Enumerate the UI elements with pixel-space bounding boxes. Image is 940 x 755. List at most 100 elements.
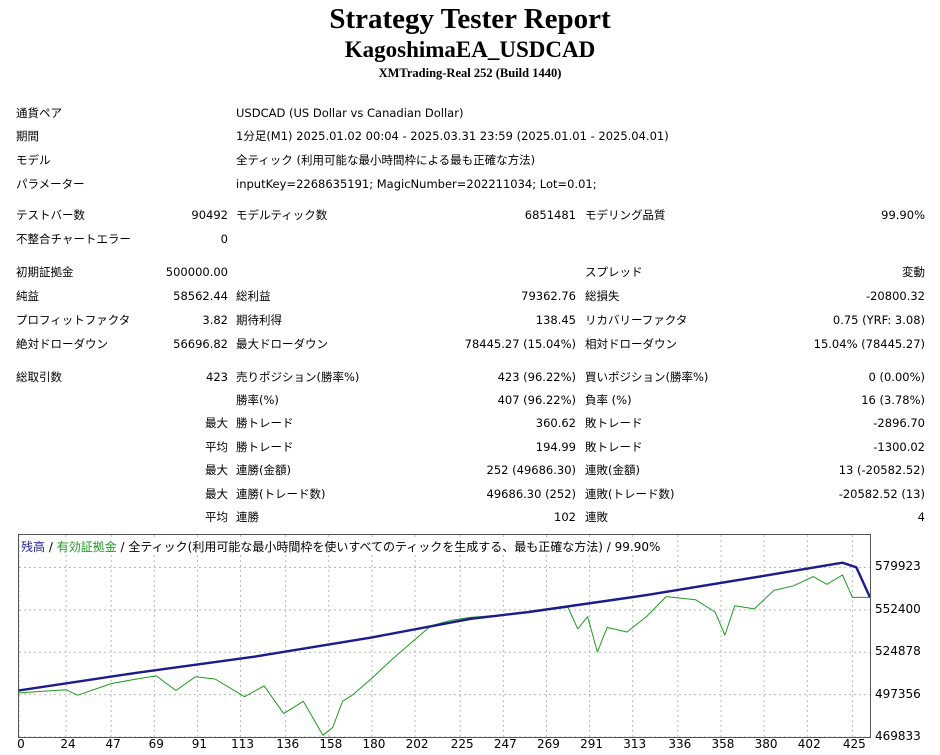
pair-value: USDCAD (US Dollar vs Canadian Dollar) — [236, 106, 464, 120]
x-tick-label: 336 — [668, 737, 692, 751]
chart-legend: 残高 / 有効証拠金 / 全ティック(利用可能な最小時間枠を使いすべてのティック… — [21, 540, 663, 554]
recovery-value: 0.75 (YRF: 3.08) — [832, 313, 925, 327]
trades-value: 423 — [206, 370, 228, 384]
expected-label: 期待利得 — [236, 313, 282, 327]
avgconswins-label: 連勝 — [236, 510, 259, 524]
long-label: 買いポジション(勝率%) — [585, 370, 709, 384]
bestwin-label: 勝トレード — [236, 416, 294, 430]
x-tick-label: 202 — [405, 737, 429, 751]
legend-sep: / — [45, 540, 57, 554]
avgwin-value: 194.99 — [535, 440, 576, 454]
avgwin-label: 勝トレード — [236, 440, 294, 454]
max-label-2: 最大 — [205, 463, 228, 477]
x-tick-label: 47 — [105, 737, 121, 751]
avg-label-2: 平均 — [205, 510, 228, 524]
long-value: 0 (0.00%) — [868, 370, 925, 384]
x-tick-label: 358 — [711, 737, 735, 751]
legend-balance: 残高 — [21, 540, 46, 554]
worstloss-label: 敗トレード — [585, 416, 643, 430]
balance-line — [19, 561, 870, 692]
y-tick-label: 497356 — [875, 686, 921, 701]
x-tick-label: 136 — [276, 737, 300, 751]
maxdd-label: 最大ドローダウン — [236, 337, 328, 351]
bars-value: 90492 — [191, 208, 228, 222]
model-value: 全ティック (利用可能な最小時間枠による最も正確な方法) — [236, 153, 536, 167]
maxconswins-value: 252 (49686.30) — [486, 463, 576, 477]
ea-name: KagoshimaEA_USDCAD — [344, 37, 596, 62]
grossloss-value: -20800.32 — [865, 289, 925, 303]
maxdd-value: 78445.27 (15.04%) — [464, 337, 576, 351]
y-tick-label: 552400 — [875, 601, 921, 616]
reldd-label: 相対ドローダウン — [585, 337, 677, 351]
server-build: XMTrading-Real 252 (Build 1440) — [378, 66, 562, 80]
grossprofit-label: 総利益 — [236, 289, 271, 303]
chart-series — [19, 561, 870, 736]
avgloss-label: 敗トレード — [585, 440, 643, 454]
grossloss-label: 総損失 — [585, 289, 620, 303]
netprofit-value: 58562.44 — [173, 289, 228, 303]
netprofit-label: 純益 — [16, 289, 39, 303]
maxconsloss-label: 連敗(金額) — [585, 463, 640, 477]
maxconswins-label: 連勝(金額) — [236, 463, 291, 477]
y-tick-label: 469833 — [875, 729, 921, 743]
ticks-label: モデルティック数 — [236, 208, 328, 222]
absdd-value: 56696.82 — [173, 337, 228, 351]
bars-label: テストバー数 — [16, 208, 85, 222]
expected-value: 138.45 — [535, 313, 576, 327]
avgloss-value: -1300.02 — [873, 440, 925, 454]
lossrate-label: 負率 (%) — [585, 393, 632, 407]
x-tick-label: 158 — [319, 737, 343, 751]
avgconsloss-value: 4 — [917, 510, 925, 524]
avgconsloss-label: 連敗 — [585, 510, 608, 524]
pair-label: 通貨ペア — [16, 106, 62, 120]
x-tick-label: 380 — [754, 737, 778, 751]
params-value: inputKey=2268635191; MagicNumber=2022110… — [236, 177, 597, 191]
period-label: 期間 — [16, 129, 39, 143]
maxconsprofit-label: 連勝(トレード数) — [236, 487, 326, 501]
x-tick-label: 402 — [797, 737, 821, 751]
legend-rest: / 全ティック(利用可能な最小時間枠を使いすべてのティックを生成する、最も正確な… — [116, 540, 661, 554]
x-tick-label: 291 — [580, 737, 604, 751]
short-value: 423 (96.22%) — [497, 370, 576, 384]
pf-value: 3.82 — [202, 313, 228, 327]
x-tick-label: 425 — [842, 737, 866, 751]
grossprofit-value: 79362.76 — [521, 289, 576, 303]
y-tick-label: 579923 — [875, 559, 921, 574]
worstloss-value: -2896.70 — [873, 416, 925, 430]
bestwin-value: 360.62 — [535, 416, 576, 430]
winrate-value: 407 (96.22%) — [497, 393, 576, 407]
x-tick-label: 113 — [231, 737, 255, 751]
balance-equity-chart: 残高 / 有効証拠金 / 全ティック(利用可能な最小時間枠を使いすべてのティック… — [18, 534, 871, 738]
x-tick-label: 69 — [148, 737, 164, 751]
chart-plot — [19, 535, 870, 737]
period-value: 1分足(M1) 2025.01.02 00:04 - 2025.03.31 23… — [236, 129, 669, 143]
max-label: 最大 — [205, 416, 228, 430]
quality-value: 99.90% — [881, 208, 925, 222]
lossrate-value: 16 (3.78%) — [861, 393, 925, 407]
winrate-label: 勝率(%) — [236, 393, 279, 407]
legend-equity: 有効証拠金 — [56, 540, 117, 554]
report-title: Strategy Tester Report — [329, 3, 611, 35]
maxconslossamt-label: 連敗(トレード数) — [585, 487, 675, 501]
maxconslossamt-value: -20582.52 (13) — [838, 487, 925, 501]
x-tick-label: 247 — [493, 737, 517, 751]
ticks-value: 6851481 — [524, 208, 576, 222]
spread-label: スプレッド — [585, 265, 643, 279]
params-label: パラメーター — [16, 177, 85, 191]
short-label: 売りポジション(勝率%) — [236, 370, 360, 384]
quality-label: モデリング品質 — [585, 208, 666, 222]
trades-label: 総取引数 — [16, 370, 62, 384]
pf-label: プロフィットファクタ — [16, 313, 131, 327]
equity-line — [19, 574, 870, 736]
x-tick-label: 269 — [537, 737, 560, 751]
x-tick-label: 180 — [362, 737, 386, 751]
spread-value: 変動 — [902, 265, 925, 279]
chart-grid — [19, 535, 870, 737]
x-tick-label: 24 — [60, 737, 76, 751]
model-label: モデル — [16, 153, 51, 167]
absdd-label: 絶対ドローダウン — [16, 337, 108, 351]
maxconsloss-value: 13 (-20582.52) — [838, 463, 925, 477]
reldd-value: 15.04% (78445.27) — [813, 337, 925, 351]
avgconswins-value: 102 — [554, 510, 576, 524]
x-tick-label: 91 — [191, 737, 208, 751]
